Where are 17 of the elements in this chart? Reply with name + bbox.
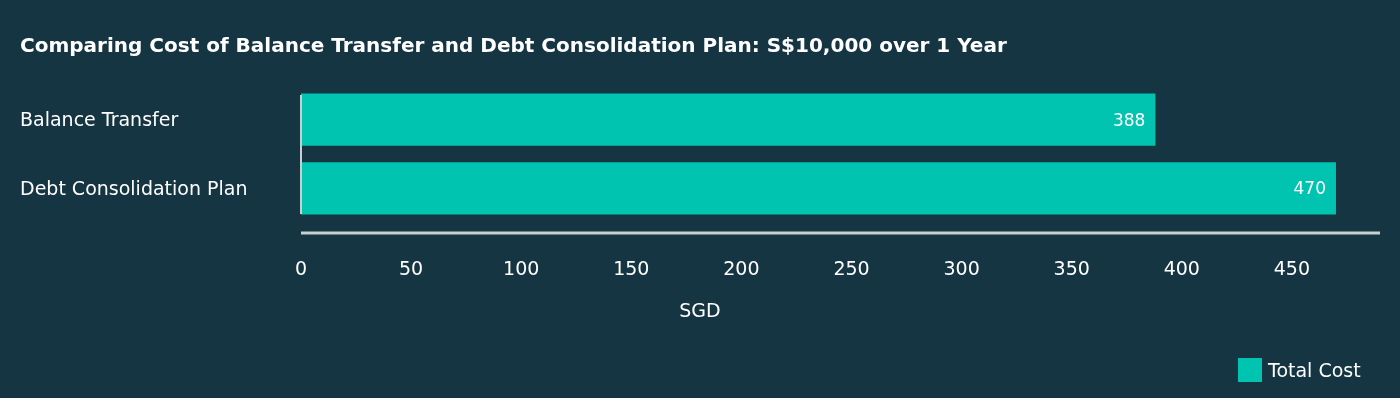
- x-tick-label: 400: [1163, 257, 1200, 279]
- chart-title: Comparing Cost of Balance Transfer and Debt Consolidation Plan: S$10,000 over 1 Year: [20, 33, 1007, 57]
- x-tick-label: 300: [943, 257, 980, 279]
- x-tick-label: 250: [833, 257, 870, 279]
- y-tick-label: Balance Transfer: [20, 108, 179, 131]
- x-tick-label: 450: [1273, 257, 1311, 279]
- x-tick-label: 350: [1053, 257, 1090, 279]
- data-label: 388: [1112, 109, 1146, 130]
- x-tick-label: 200: [723, 257, 760, 279]
- data-label: 470: [1293, 178, 1326, 199]
- x-tick-label: 50: [399, 257, 424, 279]
- x-tick-label: 0: [294, 257, 308, 279]
- x-tick-label: 150: [613, 257, 650, 279]
- x-axis-title: SGD: [679, 299, 721, 321]
- x-tick-label: 100: [503, 257, 540, 279]
- y-tick-label: Debt Consolidation Plan: [20, 177, 248, 200]
- legend-label: Total Cost: [1267, 358, 1361, 381]
